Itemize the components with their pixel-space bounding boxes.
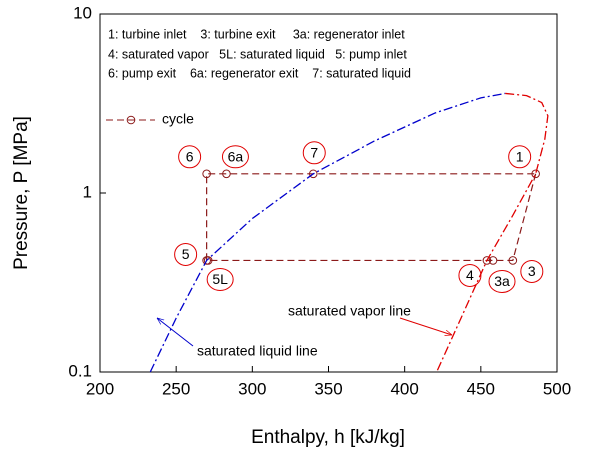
point-label-circle <box>174 242 198 266</box>
x-tick-label: 450 <box>467 379 495 398</box>
cycle-point <box>488 256 498 265</box>
annotation: saturated vapor line <box>288 303 411 319</box>
cycle-line <box>206 173 537 262</box>
cycle-point <box>222 169 231 179</box>
point-label-circle <box>520 259 544 283</box>
point-label-circle <box>206 267 234 291</box>
y-tick-label: 0.1 <box>68 361 92 380</box>
x-tick-label: 350 <box>314 379 342 398</box>
key-line: 4: saturated vapor 5L: saturated liquid … <box>108 47 407 61</box>
point-label-circle <box>488 269 516 293</box>
annotation: saturated liquid line <box>197 343 318 359</box>
point-label-circle <box>178 145 202 169</box>
saturation-line <box>436 92 549 373</box>
point-label: 6 <box>186 149 194 165</box>
cycle-point <box>531 169 540 179</box>
key-line: 1: turbine inlet 3: turbine exit 3a: reg… <box>108 27 405 41</box>
x-axis-title: Enthalpy, h [kJ/kg] <box>251 427 405 448</box>
y-tick-label: 10 <box>73 3 92 22</box>
point-label: 7 <box>310 145 318 161</box>
key-line: 6: pump exit 6a: regenerator exit 7: sat… <box>108 66 411 80</box>
point-label: 4 <box>466 267 474 283</box>
cycle-point <box>482 256 492 265</box>
saturation-line <box>149 92 506 373</box>
point-label: 3 <box>528 263 536 279</box>
cycle-point <box>202 169 211 179</box>
cycle-point <box>308 169 318 179</box>
point-label: 5 <box>182 246 190 262</box>
point-label: 5L <box>212 271 228 287</box>
annotation-arrow <box>157 318 194 347</box>
point-label-circle <box>508 145 532 169</box>
x-tick-label: 500 <box>543 379 571 398</box>
annotation-arrow <box>399 317 452 335</box>
x-tick-label: 200 <box>86 379 114 398</box>
point-label-circle <box>221 145 249 169</box>
x-tick-label: 300 <box>238 379 266 398</box>
legend-label: cycle <box>162 111 194 127</box>
cycle-point <box>202 256 211 265</box>
x-tick-label: 250 <box>162 379 190 398</box>
point-label-circle <box>302 141 326 165</box>
y-axis-title: Pressure, P [MPa] <box>11 116 32 270</box>
x-tick-label: 400 <box>390 379 418 398</box>
cycle-point <box>508 256 518 265</box>
legend-marker <box>126 115 136 125</box>
y-tick-label: 1 <box>83 182 92 201</box>
point-label: 6a <box>228 149 244 165</box>
point-label-circle <box>458 263 482 287</box>
point-label: 1 <box>516 149 524 165</box>
point-label: 3a <box>494 273 510 289</box>
